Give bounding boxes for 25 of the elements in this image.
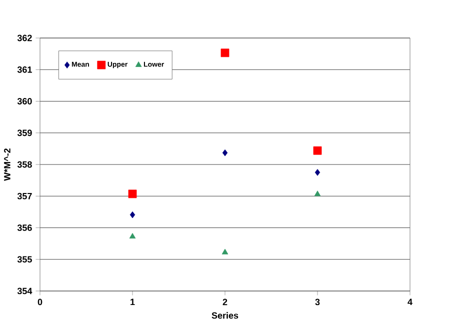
x-tick-label: 3: [315, 298, 320, 306]
y-tick-label: 356: [17, 224, 32, 231]
point: [128, 190, 137, 198]
y-tick-label: 358: [17, 161, 32, 168]
x-tick-label: 0: [38, 298, 42, 306]
y-tick-label: 355: [17, 256, 32, 263]
point: [314, 169, 320, 176]
x-tick-label: 4: [408, 298, 412, 305]
x-tick-label: 2: [222, 298, 228, 306]
y-tick-label: 360: [17, 98, 32, 104]
point: [130, 211, 136, 218]
point: [129, 233, 136, 239]
point: [222, 248, 228, 254]
y-tick-label: 359: [17, 130, 32, 136]
point: [220, 48, 230, 58]
y-tick-label: 362: [17, 34, 32, 42]
y-tick-label: 361: [17, 66, 32, 73]
x-axis-title: Series: [212, 312, 238, 319]
point: [222, 149, 228, 156]
y-axis-title: W*M^-2: [4, 148, 10, 181]
point: [314, 190, 321, 196]
y-tick-label: 354: [17, 288, 32, 294]
point: [313, 146, 322, 155]
y-tick-label: 357: [17, 192, 32, 200]
x-tick-label: 1: [130, 298, 135, 305]
